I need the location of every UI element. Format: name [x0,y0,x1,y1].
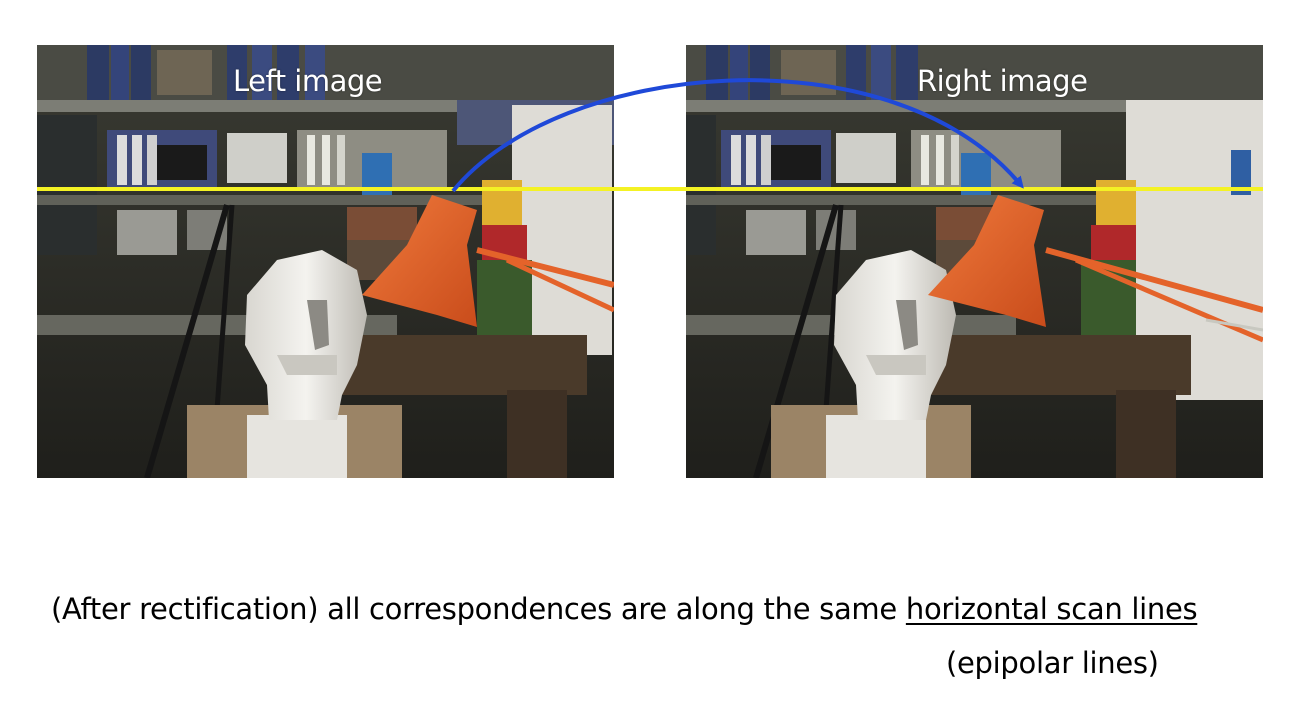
left-image-label: Left image [233,64,382,98]
caption-underlined: horizontal scan lines [906,592,1197,626]
right-image-label: Right image [917,64,1087,98]
caption-prefix: (After rectification) all correspondence… [51,592,906,626]
caption-line-2: (epipolar lines) [946,646,1159,680]
caption-line-1: (After rectification) all correspondence… [51,592,1197,626]
